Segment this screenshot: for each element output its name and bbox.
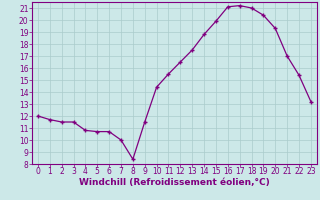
- X-axis label: Windchill (Refroidissement éolien,°C): Windchill (Refroidissement éolien,°C): [79, 178, 270, 187]
